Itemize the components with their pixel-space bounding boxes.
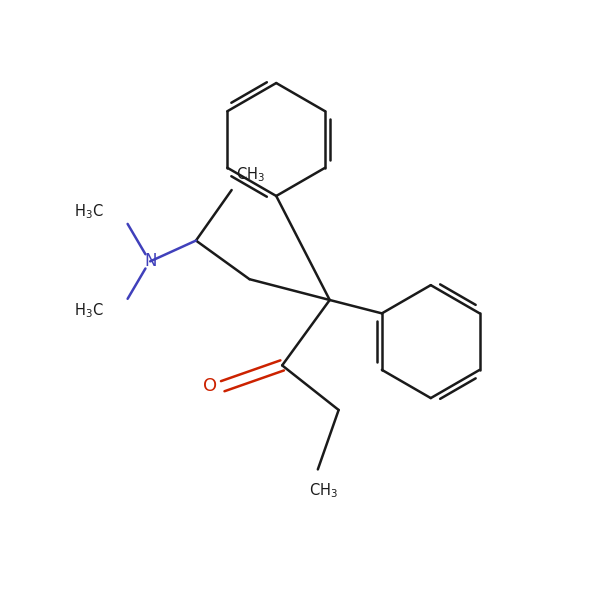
Text: H$_3$C: H$_3$C bbox=[74, 203, 104, 221]
Text: CH$_3$: CH$_3$ bbox=[309, 481, 338, 500]
Text: O: O bbox=[203, 377, 217, 395]
Text: H$_3$C: H$_3$C bbox=[74, 301, 104, 320]
Text: N: N bbox=[144, 253, 157, 271]
Text: CH$_3$: CH$_3$ bbox=[236, 166, 265, 184]
